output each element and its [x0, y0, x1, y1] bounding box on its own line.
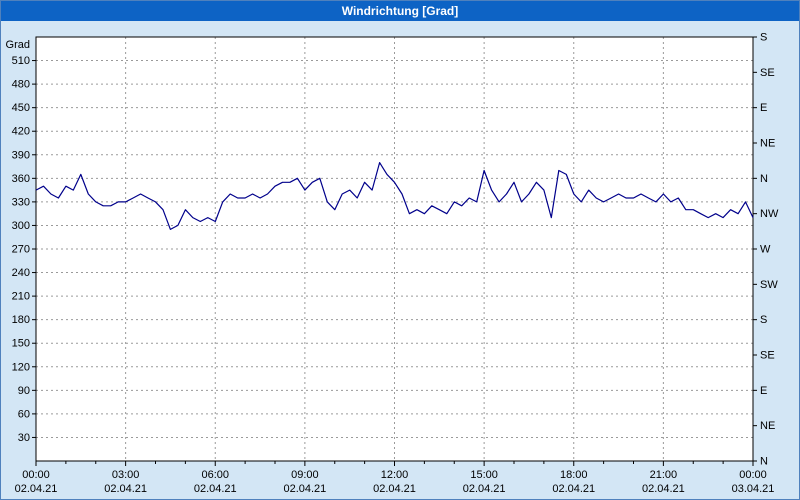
- y-tick-label: 270: [12, 244, 30, 256]
- time-label: 18:00: [560, 469, 588, 481]
- chart-area: 510 480 450 420 390 360 330 300 270 240 210 180 150 1…: [1, 21, 799, 499]
- date-label: 02.04.21: [552, 483, 595, 495]
- compass-label: SE: [760, 350, 775, 362]
- date-label: 02.04.21: [373, 483, 416, 495]
- time-label: 03:00: [112, 469, 140, 481]
- compass-label: E: [760, 385, 767, 397]
- date-label: 02.04.21: [642, 483, 685, 495]
- y-tick-label: 450: [12, 102, 30, 114]
- y-tick-label: 510: [12, 55, 30, 67]
- y-axis-title: Grad: [6, 39, 30, 51]
- y-tick-label: 390: [12, 149, 30, 161]
- y-tick-label: 480: [12, 79, 30, 91]
- date-label: 02.04.21: [283, 483, 326, 495]
- date-label: 03.04.21: [732, 483, 775, 495]
- compass-label: NW: [760, 208, 779, 220]
- date-label: 02.04.21: [104, 483, 147, 495]
- window-title: Windrichtung [Grad]: [341, 4, 459, 18]
- y-tick-label: 360: [12, 173, 30, 185]
- series-line: [35, 162, 754, 230]
- y-tick-label: 330: [12, 196, 30, 208]
- title-bar: Windrichtung [Grad]: [1, 1, 799, 21]
- compass-label: N: [760, 173, 768, 185]
- time-label: 06:00: [201, 469, 229, 481]
- time-label: 00:00: [22, 469, 50, 481]
- compass-label: NE: [760, 138, 775, 150]
- time-label: 21:00: [650, 469, 678, 481]
- y-tick-label: 120: [12, 361, 30, 373]
- axis-frame: [35, 36, 754, 462]
- time-label: 00:00: [739, 469, 767, 481]
- y-tick-label: 180: [12, 314, 30, 326]
- y-tick-label: 150: [12, 338, 30, 350]
- date-label: 02.04.21: [15, 483, 58, 495]
- compass-label: W: [760, 244, 771, 256]
- compass-label: E: [760, 102, 767, 114]
- time-label: 12:00: [381, 469, 409, 481]
- y-tick-label: 90: [18, 385, 30, 397]
- compass-label: S: [760, 32, 767, 44]
- y-tick-label: 60: [18, 408, 30, 420]
- y-tick-label: 240: [12, 267, 30, 279]
- y-tick-label: 420: [12, 126, 30, 138]
- compass-label: N: [760, 456, 768, 468]
- date-label: 02.04.21: [194, 483, 237, 495]
- compass-label: S: [760, 314, 767, 326]
- date-label: 02.04.21: [463, 483, 506, 495]
- y-tick-label: 210: [12, 291, 30, 303]
- y-tick-label: 30: [18, 432, 30, 444]
- time-label: 09:00: [291, 469, 319, 481]
- y-tick-label: 300: [12, 220, 30, 232]
- wind-chart-svg: 510 480 450 420 390 360 330 300 270 240 210 180 150 1…: [6, 32, 779, 496]
- compass-label: NE: [760, 420, 775, 432]
- compass-label: SE: [760, 67, 775, 79]
- compass-label: SW: [760, 279, 778, 291]
- time-label: 15:00: [470, 469, 498, 481]
